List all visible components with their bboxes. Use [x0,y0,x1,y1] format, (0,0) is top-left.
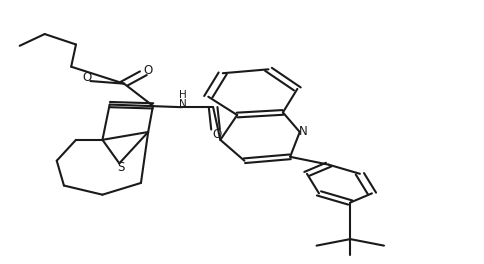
Text: O: O [212,128,222,141]
Text: S: S [117,161,124,174]
Text: N: N [299,125,308,138]
Text: O: O [82,71,91,84]
Text: H
N: H N [180,90,187,109]
Text: O: O [144,64,153,77]
